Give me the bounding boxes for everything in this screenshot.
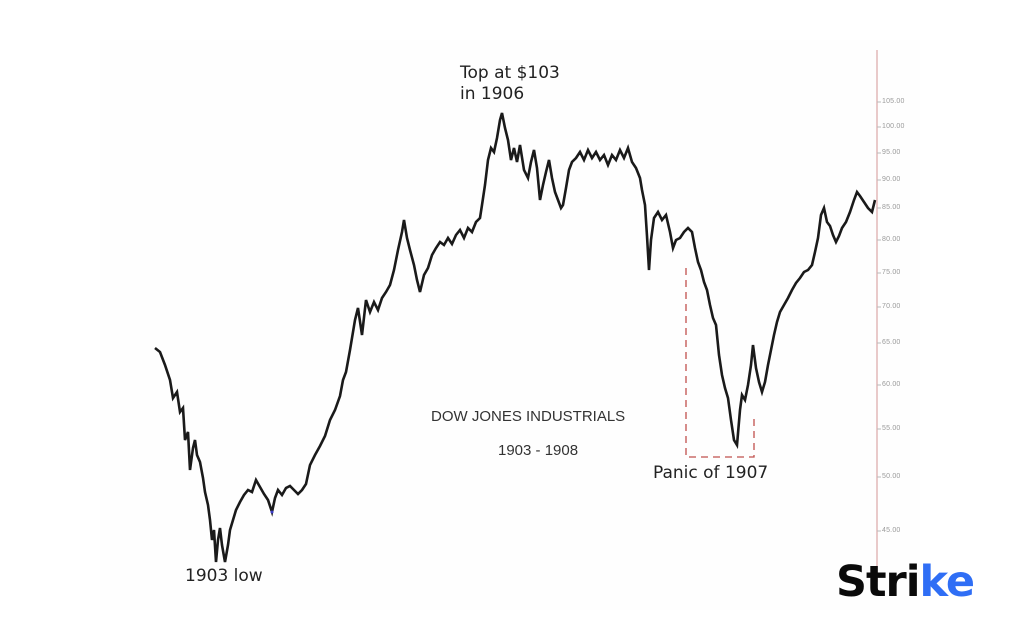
chart-subtitle: 1903 - 1908 <box>498 442 579 459</box>
y-tick-55: 55.00 <box>882 425 901 432</box>
y-axis-ticks <box>877 101 881 532</box>
annotation-1903-low: 1903 low <box>185 566 263 586</box>
y-tick-75: 75.00 <box>882 269 901 276</box>
y-tick-45: 45.00 <box>882 527 901 534</box>
y-tick-70: 70.00 <box>882 303 901 310</box>
marker-dot <box>270 510 274 514</box>
logo-accent-text: ke <box>919 557 975 607</box>
annotation-top-1906: Top at $103 in 1906 <box>460 63 560 105</box>
y-tick-105: 105.00 <box>882 98 905 105</box>
y-tick-60: 60.00 <box>882 381 901 388</box>
y-tick-65: 65.00 <box>882 339 901 346</box>
strike-logo: Strike <box>836 557 975 607</box>
y-tick-90: 90.00 <box>882 176 901 183</box>
y-tick-95: 95.00 <box>882 149 901 156</box>
panic-highlight-box <box>685 268 755 458</box>
y-tick-80: 80.00 <box>882 236 901 243</box>
logo-main-text: Stri <box>836 557 920 607</box>
chart-frame <box>100 40 920 610</box>
annotation-top-line2: in 1906 <box>460 84 525 104</box>
chart-title: DOW JONES INDUSTRIALS <box>431 408 626 425</box>
y-tick-50: 50.00 <box>882 473 901 480</box>
annotation-panic-1907: Panic of 1907 <box>653 463 769 483</box>
y-tick-85: 85.00 <box>882 204 901 211</box>
dow-price-line <box>154 112 877 563</box>
annotation-top-line1: Top at $103 <box>460 63 560 83</box>
y-tick-100: 100.00 <box>882 123 905 130</box>
